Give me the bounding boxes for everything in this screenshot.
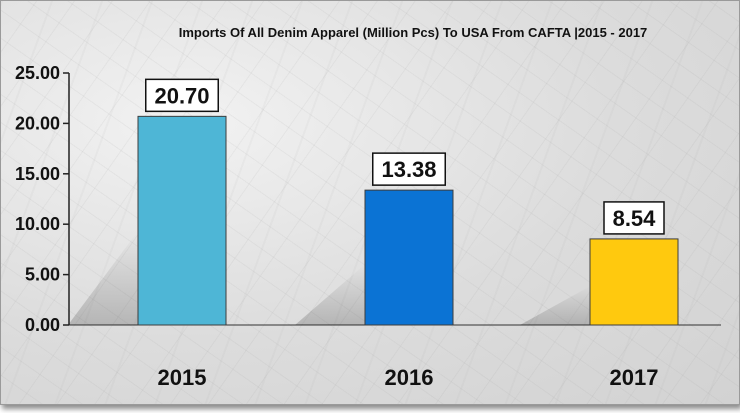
bar-shadow (520, 286, 590, 325)
chart-title: Imports Of All Denim Apparel (Million Pc… (179, 25, 648, 40)
bar-chart: Imports Of All Denim Apparel (Million Pc… (15, 25, 721, 390)
y-tick-label: 25.00 (15, 63, 60, 83)
y-tick-label: 0.00 (25, 315, 60, 335)
y-tick-label: 15.00 (15, 164, 60, 184)
data-label-box (145, 78, 219, 113)
data-label: 20.70 (154, 83, 209, 108)
y-tick-label: 5.00 (25, 265, 60, 285)
bar-shadow (68, 231, 138, 325)
plot-area: 0.00 5.00 10.00 15.00 20.00 25.00 20.70 2015 13.… (15, 63, 721, 390)
data-label-box (603, 201, 665, 235)
bar-shadow (295, 264, 365, 325)
x-tick-label: 2015 (158, 365, 207, 390)
x-tick-label: 2016 (385, 365, 434, 390)
y-tick-label: 10.00 (15, 214, 60, 234)
bar-2016 (364, 189, 454, 326)
bar-2017 (589, 238, 679, 326)
bar-2015 (137, 115, 227, 326)
data-label-box (372, 152, 446, 186)
data-label: 13.38 (381, 157, 436, 182)
y-tick-label: 20.00 (15, 113, 60, 133)
x-tick-label: 2017 (610, 365, 659, 390)
data-label: 8.54 (613, 206, 657, 231)
